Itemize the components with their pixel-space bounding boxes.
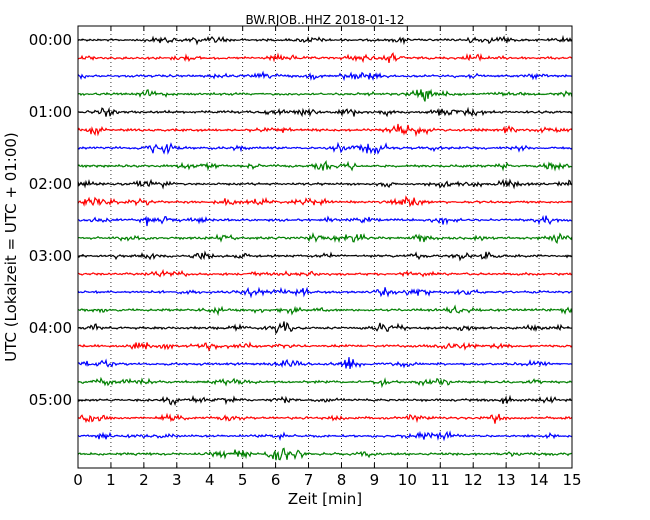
- trace-02:45: [77, 231, 573, 244]
- y-tick-label: 03:00: [29, 247, 72, 265]
- x-tick-label: 14: [530, 471, 549, 489]
- x-tick-label: 13: [497, 471, 516, 489]
- x-axis-label: Zeit [min]: [288, 490, 362, 508]
- trace-04:15: [78, 341, 573, 352]
- x-tick-label: 9: [370, 471, 380, 489]
- y-tick-label: 01:00: [29, 103, 72, 121]
- trace-04:45: [77, 376, 573, 389]
- trace-01:45: [77, 160, 573, 172]
- x-tick-label: 2: [139, 471, 149, 489]
- x-axis: 0 1 2 3 4 5 6 7 8 9 10 11 12 13 14 15: [73, 26, 582, 489]
- y-tick-label: 05:00: [29, 391, 72, 409]
- trace-00:15: [77, 52, 573, 64]
- y-tick-label: 02:00: [29, 175, 72, 193]
- trace-05:45: [77, 447, 573, 461]
- grid-lines: [110, 26, 540, 468]
- x-tick-label: 4: [205, 471, 215, 489]
- y-axis-label: UTC (Lokalzeit = UTC + 01:00): [2, 132, 20, 362]
- trace-group: [77, 34, 573, 461]
- x-tick-label: 10: [398, 471, 417, 489]
- x-tick-label: 5: [238, 471, 248, 489]
- x-tick-label: 11: [431, 471, 450, 489]
- trace-05:00: [77, 394, 573, 407]
- trace-02:15: [77, 195, 573, 208]
- trace-00:00: [77, 34, 573, 46]
- x-tick-label: 12: [464, 471, 483, 489]
- x-tick-label: 8: [337, 471, 347, 489]
- trace-00:30: [77, 70, 573, 82]
- trace-03:45: [77, 304, 573, 317]
- trace-04:00: [77, 321, 572, 335]
- trace-01:30: [77, 141, 573, 155]
- trace-02:00: [77, 178, 573, 190]
- trace-03:00: [77, 250, 573, 262]
- x-tick-label: 1: [106, 471, 116, 489]
- trace-04:30: [77, 357, 573, 370]
- trace-01:15: [77, 123, 573, 138]
- x-tick-label: 6: [271, 471, 281, 489]
- trace-05:15: [77, 412, 573, 424]
- x-tick-label: 0: [73, 471, 83, 489]
- trace-03:15: [77, 268, 573, 278]
- chart-title: BW.RJOB..HHZ 2018-01-12: [245, 13, 404, 27]
- y-axis: 00:00 01:00 02:00 03:00 04:00 05:00: [29, 31, 572, 409]
- trace-02:30: [77, 215, 573, 227]
- y-tick-label: 04:00: [29, 319, 72, 337]
- y-tick-label: 00:00: [29, 31, 72, 49]
- plot-frame: [77, 25, 573, 469]
- x-tick-label: 15: [562, 471, 581, 489]
- trace-05:30: [77, 430, 573, 442]
- trace-03:30: [77, 286, 572, 299]
- trace-01:00: [77, 106, 573, 118]
- trace-00:45: [77, 88, 573, 102]
- x-tick-label: 3: [172, 471, 182, 489]
- x-tick-label: 7: [304, 471, 314, 489]
